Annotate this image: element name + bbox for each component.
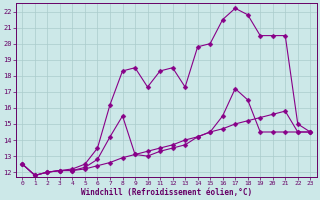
- X-axis label: Windchill (Refroidissement éolien,°C): Windchill (Refroidissement éolien,°C): [81, 188, 252, 197]
